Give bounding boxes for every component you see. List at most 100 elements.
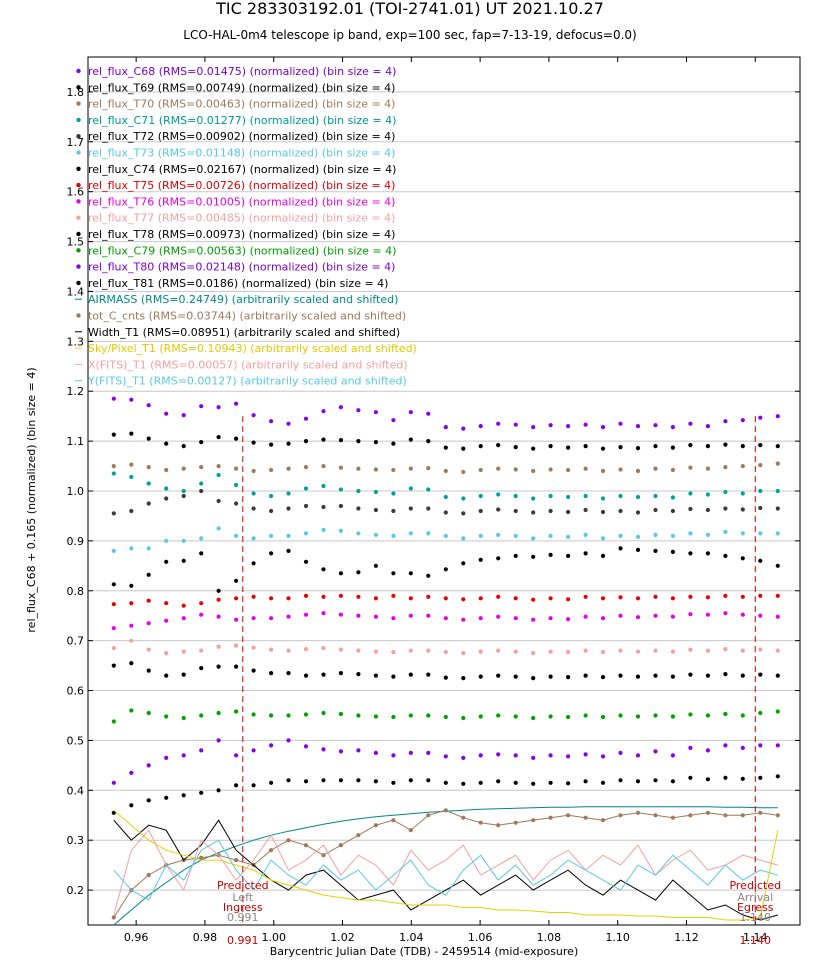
data-point (164, 714, 169, 719)
data-point (723, 813, 728, 818)
x-tick-label: 1.02 (330, 931, 355, 944)
series-8 (111, 611, 780, 631)
legend-dot-swatch (76, 280, 81, 286)
legend-entry: rel_flux_T70 (RMS=0.00463) (normalized) … (88, 98, 395, 111)
data-point (670, 815, 676, 820)
data-point (635, 446, 641, 451)
data-point (461, 597, 466, 602)
data-point (723, 553, 728, 559)
data-point (216, 614, 221, 619)
data-point (234, 753, 239, 758)
data-point (129, 661, 134, 666)
data-point (164, 411, 169, 416)
data-point (408, 437, 413, 442)
x-tick-label: 0.98 (193, 931, 218, 944)
data-point (408, 648, 413, 653)
data-point (740, 713, 745, 718)
data-point (531, 617, 536, 622)
x-tick-label: 0.96 (124, 931, 149, 944)
data-point (758, 505, 763, 511)
data-point (303, 843, 309, 848)
data-point (356, 778, 361, 783)
data-point (251, 506, 256, 511)
data-point (653, 713, 658, 718)
data-point (548, 780, 553, 785)
data-point (723, 442, 728, 447)
data-point (286, 648, 291, 653)
data-point (129, 462, 134, 467)
data-point (461, 617, 466, 622)
marker-bottom-label: Egress (737, 901, 774, 914)
data-point (408, 613, 413, 618)
data-point (443, 494, 448, 500)
data-point (338, 843, 343, 848)
data-point (775, 743, 780, 748)
y-tick-label: 0.8 (67, 585, 85, 598)
data-point (740, 556, 745, 561)
data-point (461, 755, 466, 761)
y-tick-label: 0.5 (67, 734, 85, 747)
y-tick-label: 1.2 (67, 385, 85, 398)
legend-dot-swatch (76, 313, 81, 318)
x-tick-label: 1.06 (468, 931, 493, 944)
data-point (129, 601, 134, 606)
legend-entry: rel_flux_T80 (RMS=0.02148) (normalized) … (88, 261, 395, 274)
data-point (269, 647, 274, 652)
x-tick-label: 1.14 (743, 931, 768, 944)
data-point (531, 597, 536, 602)
data-point (338, 528, 343, 534)
data-point (338, 711, 343, 717)
data-point (688, 443, 693, 448)
legend-entry: rel_flux_T72 (RMS=0.00902) (normalized) … (88, 130, 395, 143)
data-point (653, 466, 658, 471)
data-point (705, 466, 711, 471)
data-point (408, 571, 413, 576)
data-point (723, 465, 728, 470)
data-point (426, 531, 431, 536)
data-point (758, 443, 763, 448)
data-point (775, 563, 780, 568)
data-point (513, 820, 518, 825)
y-tick-label: 1.5 (67, 236, 85, 249)
data-point (338, 647, 343, 652)
data-point (216, 664, 221, 669)
data-point (286, 778, 291, 783)
plot-area: 0.2 0.3 0.4 0.5 0.6 0.7 0.8 0.9 1.0 1.1 1.2 1.3 1.4 1… (67, 56, 801, 947)
data-point (164, 673, 169, 678)
data-point (496, 556, 501, 561)
data-point (216, 788, 221, 793)
data-point (356, 570, 361, 575)
legend-entry: AIRMASS (RMS=0.24749) (arbitrarily scale… (88, 293, 398, 306)
data-point (600, 714, 606, 720)
data-point (740, 464, 745, 469)
data-point (356, 648, 361, 653)
data-point (356, 713, 361, 718)
data-point (373, 563, 378, 568)
marker-mid-label: Left (232, 891, 253, 904)
data-point (618, 648, 623, 653)
data-point (566, 617, 571, 622)
data-point (531, 510, 536, 515)
data-point (740, 612, 745, 617)
data-point (496, 466, 501, 471)
data-point (635, 714, 641, 719)
data-point (688, 647, 693, 652)
data-point (566, 467, 571, 473)
data-point (146, 873, 151, 878)
data-point (461, 651, 466, 656)
data-point (705, 777, 711, 782)
data-point (408, 596, 413, 601)
series-line (113, 819, 778, 921)
data-point (181, 493, 186, 499)
legend-dot-swatch (76, 68, 81, 74)
data-point (199, 465, 204, 470)
data-point (775, 488, 780, 494)
data-point (758, 613, 763, 618)
data-point (111, 511, 116, 516)
data-point (216, 464, 221, 469)
data-point (775, 444, 780, 449)
data-point (758, 810, 763, 815)
data-point (758, 488, 763, 494)
data-point (461, 511, 466, 516)
data-point (373, 714, 378, 719)
